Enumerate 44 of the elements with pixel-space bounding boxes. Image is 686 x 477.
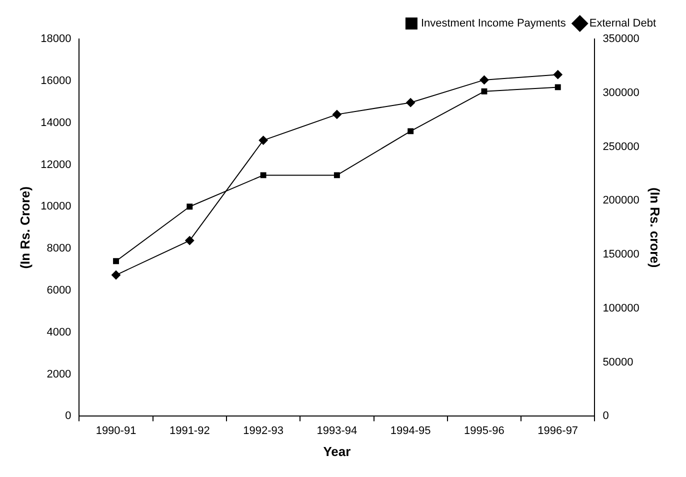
- x-tick-label: 1996-97: [538, 424, 578, 437]
- point: [553, 70, 562, 80]
- x-tick-label: 1992-93: [243, 424, 284, 437]
- y-axis-title: (In Rs. Crore): [17, 186, 32, 269]
- x-tick-label: 1994-95: [390, 424, 431, 437]
- point: [258, 136, 268, 145]
- y2-tick-label: 150000: [602, 248, 640, 261]
- point: [185, 236, 194, 246]
- y-tick-label: 14000: [40, 116, 72, 129]
- y-tick-label: 10000: [40, 200, 72, 213]
- legend-label: Investment Income Payments: [420, 18, 566, 30]
- point: [186, 204, 193, 210]
- point: [332, 110, 342, 119]
- point: [334, 172, 340, 178]
- y-tick-label: 6000: [46, 284, 72, 296]
- y-tick-label: 0: [65, 410, 72, 422]
- point: [481, 88, 488, 94]
- x-axis-title: Year: [323, 444, 351, 459]
- point: [112, 270, 121, 280]
- y2-tick-label: 350000: [602, 33, 640, 46]
- y-tick-label: 2000: [46, 368, 72, 380]
- y-tick-label: 4000: [46, 326, 72, 338]
- legend-label: External Debt: [589, 18, 656, 30]
- y2-tick-label: 250000: [602, 140, 640, 153]
- x-tick-label: 1990-91: [96, 424, 136, 437]
- y2-tick-label: 100000: [602, 302, 640, 314]
- point: [406, 98, 416, 108]
- point: [480, 75, 489, 84]
- point: [554, 84, 561, 90]
- y-tick-label: 16000: [40, 74, 72, 87]
- y2-tick-label: 50000: [602, 356, 634, 368]
- x-tick-label: 1993-94: [316, 424, 358, 437]
- x-tick-label: 1991-92: [169, 424, 210, 437]
- x-tick-label: 1995-96: [464, 424, 504, 437]
- point: [408, 128, 414, 134]
- point: [113, 258, 119, 264]
- y2-tick-label: 300000: [602, 86, 640, 99]
- y2-axis-title: (In Rs. crore): [648, 188, 663, 268]
- y2-tick-label: 0: [602, 410, 609, 422]
- y2-tick-label: 200000: [602, 194, 640, 207]
- y-tick-label: 18000: [40, 33, 72, 46]
- point: [260, 172, 266, 178]
- y-tick-label: 8000: [46, 242, 72, 255]
- y-tick-label: 12000: [40, 158, 72, 171]
